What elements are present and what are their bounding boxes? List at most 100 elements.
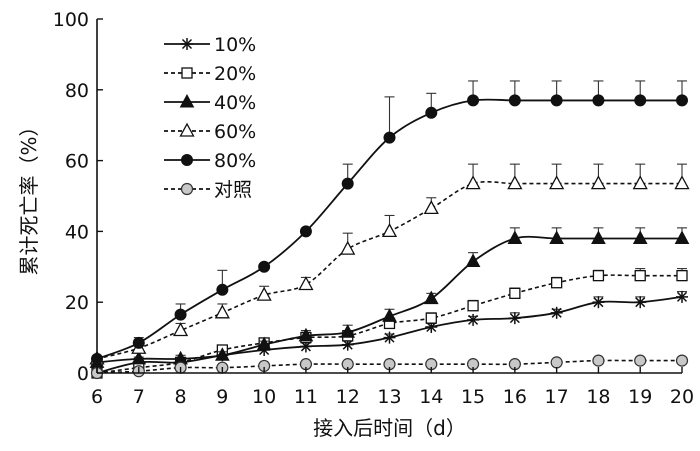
data-point bbox=[467, 94, 480, 107]
legend-label: 60% bbox=[214, 121, 256, 143]
data-point bbox=[676, 269, 688, 282]
legend-item: 80% bbox=[164, 150, 256, 172]
data-point bbox=[381, 223, 398, 238]
legend-label: 80% bbox=[214, 150, 256, 172]
y-tick-label: 60 bbox=[65, 151, 89, 173]
data-point bbox=[634, 354, 647, 367]
legend-label: 对照 bbox=[214, 179, 252, 201]
data-point bbox=[632, 175, 648, 190]
x-axis-title: 接入后时间（d） bbox=[313, 416, 466, 440]
data-point bbox=[674, 175, 690, 190]
axes: 0 20 40 60 80 100 6 7 8 9 10 11 12 13 14 15 16 17 18 19 20 bbox=[53, 9, 694, 408]
data-point bbox=[383, 331, 396, 344]
x-tick-label: 10 bbox=[252, 386, 276, 408]
data-point bbox=[590, 175, 607, 190]
data-point bbox=[383, 131, 396, 144]
data-point bbox=[592, 94, 605, 107]
plot-area bbox=[89, 80, 690, 380]
data-point bbox=[592, 296, 605, 309]
data-point bbox=[549, 230, 564, 244]
data-point bbox=[550, 356, 563, 369]
data-point bbox=[215, 347, 230, 361]
data-point bbox=[591, 230, 606, 244]
data-point bbox=[676, 290, 688, 303]
x-tick-label: 9 bbox=[216, 386, 228, 408]
data-point bbox=[634, 296, 647, 309]
data-point bbox=[258, 260, 271, 273]
data-point bbox=[216, 283, 229, 296]
data-point bbox=[174, 308, 187, 321]
data-point bbox=[340, 240, 356, 255]
data-point bbox=[592, 354, 605, 367]
data-point bbox=[382, 308, 397, 322]
legend-label: 10% bbox=[214, 34, 256, 56]
legend-item: 10% bbox=[164, 34, 256, 56]
legend-marker bbox=[181, 67, 193, 79]
x-tick-label: 15 bbox=[461, 386, 485, 408]
data-point bbox=[256, 336, 272, 351]
data-point bbox=[465, 253, 481, 267]
data-point bbox=[675, 354, 689, 367]
legend-item: 60% bbox=[164, 121, 256, 143]
x-tick-label: 12 bbox=[336, 386, 360, 408]
legend-label: 40% bbox=[214, 92, 256, 114]
data-point bbox=[676, 94, 688, 107]
data-point bbox=[298, 276, 314, 291]
legend-item: 对照 bbox=[164, 179, 252, 201]
legend-marker bbox=[179, 122, 195, 137]
data-point bbox=[634, 94, 647, 107]
legend-marker bbox=[180, 182, 194, 196]
data-point bbox=[425, 312, 437, 324]
data-point bbox=[508, 94, 521, 107]
data-point bbox=[550, 277, 563, 289]
y-tick-label: 20 bbox=[65, 292, 89, 314]
y-tick-label: 80 bbox=[65, 80, 89, 102]
y-axis-title: 累计死亡率（%） bbox=[17, 116, 41, 275]
data-point bbox=[467, 300, 479, 312]
x-tick-label: 18 bbox=[586, 386, 610, 408]
data-point bbox=[634, 269, 646, 282]
legend: 10% 20% 40% 60% 80% 对照 bbox=[164, 34, 256, 201]
x-tick-label: 16 bbox=[503, 386, 527, 408]
data-point bbox=[467, 313, 480, 326]
legend-label: 20% bbox=[214, 63, 256, 85]
data-point bbox=[256, 286, 272, 301]
series-2 bbox=[89, 227, 690, 368]
x-tick-label: 17 bbox=[545, 386, 569, 408]
data-point bbox=[507, 230, 523, 244]
series-3 bbox=[89, 163, 690, 365]
data-point bbox=[550, 94, 563, 107]
x-tick-label: 7 bbox=[133, 386, 145, 408]
data-point bbox=[550, 306, 563, 319]
data-point bbox=[509, 287, 521, 300]
data-point bbox=[172, 322, 189, 337]
data-point bbox=[132, 336, 145, 349]
legend-item: 20% bbox=[164, 63, 256, 85]
data-point bbox=[465, 175, 481, 190]
y-tick-label: 0 bbox=[77, 363, 89, 385]
data-point bbox=[131, 350, 147, 365]
data-point bbox=[423, 200, 439, 215]
x-tick-label: 13 bbox=[377, 386, 401, 408]
data-point bbox=[674, 230, 690, 244]
data-point bbox=[298, 327, 314, 342]
x-tick-label: 19 bbox=[628, 386, 652, 408]
x-tick-label: 14 bbox=[419, 386, 443, 408]
y-tick-label: 100 bbox=[53, 9, 89, 31]
data-point bbox=[214, 304, 230, 319]
data-point bbox=[425, 106, 438, 119]
legend-marker bbox=[179, 93, 195, 108]
legend-marker bbox=[181, 38, 193, 50]
data-point bbox=[508, 312, 521, 325]
x-tick-label: 11 bbox=[294, 386, 318, 408]
y-tick-label: 40 bbox=[65, 221, 89, 243]
data-point bbox=[341, 177, 354, 190]
series-4 bbox=[91, 80, 688, 365]
x-tick-label: 8 bbox=[175, 386, 187, 408]
data-point bbox=[507, 175, 523, 190]
data-point bbox=[340, 324, 356, 338]
data-point bbox=[423, 290, 439, 305]
data-point bbox=[632, 230, 648, 244]
